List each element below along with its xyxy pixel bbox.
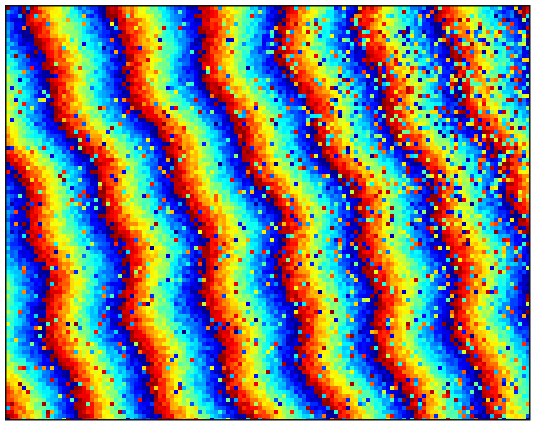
fringe-pixels [6,6,529,419]
fringe-pixels [6,6,526,419]
fringe-pixels [6,6,529,419]
fringe-pixels [6,6,529,419]
fringe-pixels [6,10,529,419]
fringe-pixels [6,6,529,419]
fringe-pixels [6,6,526,419]
image-frame [4,4,531,421]
fringe-pixels [6,6,529,419]
fringe-pattern [6,6,529,419]
fringe-pixels [6,6,529,419]
fringe-pixels [10,6,529,419]
